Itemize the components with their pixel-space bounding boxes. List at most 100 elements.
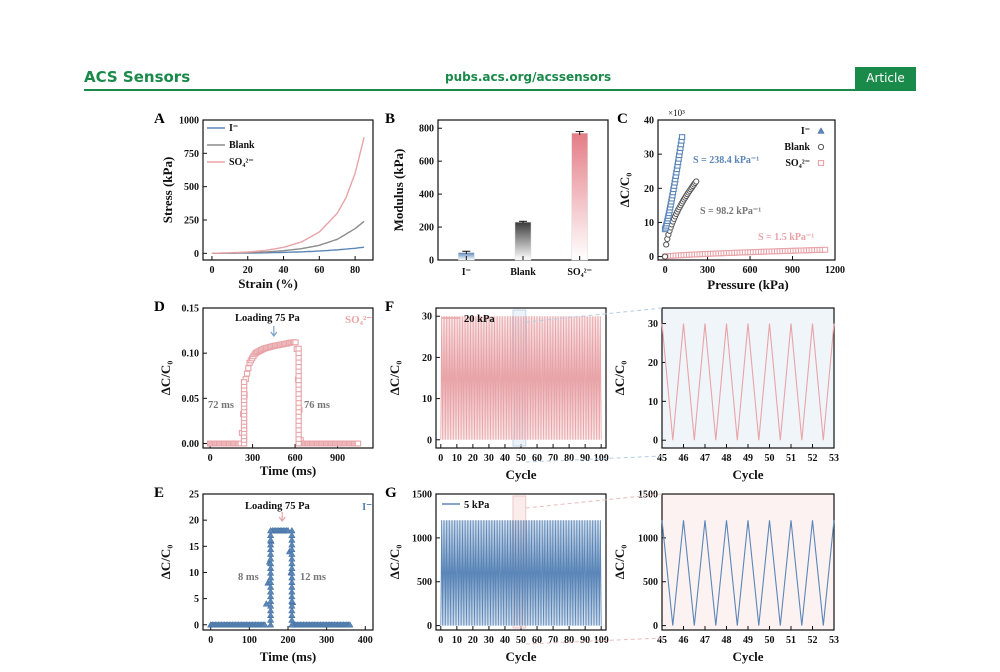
loading-label: Loading 75 Pa [235, 313, 301, 324]
fall-time-label: 76 ms [304, 400, 330, 411]
y-tick-label: 500 [184, 182, 199, 193]
y-tick-label: 1500 [412, 490, 432, 501]
x-axis-label: Pressure (kPa) [707, 277, 788, 292]
sulfate-point [821, 246, 829, 253]
y-tick-label: 0 [429, 256, 434, 267]
y-tick-label: 5 [194, 594, 199, 605]
x-tick-label: 46 [679, 635, 689, 646]
x-tick-label: 10 [452, 635, 462, 646]
legend-marker-iodide [817, 127, 825, 134]
data-point [288, 564, 296, 571]
y-tick-label: 1000 [179, 116, 199, 127]
rise-time-label: 8 ms [238, 572, 259, 583]
rise-time-label: 72 ms [208, 400, 234, 411]
series-line-2 [211, 137, 365, 255]
x-tick-label: 20 [468, 635, 478, 646]
legend-label: Blank [784, 142, 810, 153]
journal-name[interactable]: ACS Sensors [84, 68, 191, 86]
y-axis-label: ΔC/C₀ [158, 361, 173, 396]
sensitivity-blank: S = 98.2 kPa⁻¹ [700, 206, 761, 217]
x-axis-label: Strain (%) [238, 276, 298, 291]
x-tick-label: 40 [279, 265, 289, 276]
y-tick-label: 20 [422, 353, 432, 364]
x-tick-label: 90 [580, 453, 590, 464]
data-point [266, 602, 275, 609]
axis-frame [657, 119, 836, 261]
data-point [266, 526, 275, 534]
plot-background [662, 494, 834, 630]
data-point [266, 588, 275, 595]
data-point [288, 526, 296, 534]
x-axis-label: Time (ms) [260, 463, 316, 478]
x-tick-label: 20 [243, 265, 253, 276]
data-point [292, 339, 299, 346]
data-point [288, 550, 296, 557]
x-tick-label: 70 [548, 635, 558, 646]
legend-label: SO₄²⁻ [785, 158, 810, 169]
x-tick-label: 52 [808, 635, 818, 646]
legend-label: 20 kPa [464, 314, 495, 325]
x-tick-label: 53 [829, 635, 839, 646]
x-tick-label: 60 [314, 265, 324, 276]
data-point [266, 550, 275, 557]
x-tick-label: 900 [330, 453, 345, 464]
data-point [288, 573, 296, 581]
y-tick-label: 40 [644, 116, 654, 127]
data-point [266, 583, 275, 590]
x-tick-label: 200 [281, 635, 296, 646]
data-point [288, 606, 296, 614]
data-point [245, 365, 252, 372]
data-point [266, 616, 275, 623]
blank-point [661, 253, 669, 260]
zoom-connector [525, 637, 663, 645]
legend-marker-sulfate [817, 160, 825, 166]
bar-2 [571, 132, 588, 261]
legend-label: SO₄²⁻ [229, 157, 254, 168]
loading-arrow [270, 326, 278, 337]
y-tick-label: 10 [644, 218, 654, 229]
y-tick-label: 750 [184, 149, 199, 160]
y-scale-label: ×10³ [668, 108, 685, 118]
x-axis-label: Cycle [732, 467, 763, 482]
x-tick-label: 51 [786, 635, 796, 646]
panel-label-f: F [385, 299, 394, 315]
x-tick-label: 53 [829, 453, 839, 464]
journal-url[interactable]: pubs.acs.org/acssensors [445, 70, 612, 84]
data-point [261, 621, 269, 628]
x-tick-label: 60 [532, 635, 542, 646]
header-rule [84, 89, 916, 91]
x-tick-label: 30 [484, 453, 494, 464]
blank-point [693, 178, 700, 185]
x-tick-label: 100 [242, 635, 257, 646]
x-tick-label: 51 [786, 453, 796, 464]
y-axis-label: ΔC/C₀ [387, 545, 402, 580]
x-tick-label: 30 [484, 635, 494, 646]
x-tick-label: 40 [500, 453, 510, 464]
data-point [288, 545, 296, 553]
y-axis-label: Stress (kPa) [160, 157, 175, 224]
page-header: ACS Sensors pubs.acs.org/acssensors Arti… [0, 64, 1000, 94]
x-tick-label: 0 [663, 265, 668, 276]
data-point [354, 440, 362, 447]
blank-point [663, 241, 670, 248]
data-point [288, 597, 296, 604]
x-tick-label: 50 [765, 453, 775, 464]
x-tick-label: 400 [358, 635, 373, 646]
y-tick-label: 1000 [638, 533, 658, 544]
y-tick-label: 0 [653, 621, 658, 632]
x-tick-label: 0 [209, 265, 214, 276]
zoom-signal [661, 323, 835, 441]
cycle-signal [440, 520, 602, 626]
y-tick-label: 20 [189, 516, 199, 527]
panel-label-e: E [154, 485, 164, 501]
data-point [288, 569, 296, 576]
data-point [288, 588, 296, 595]
series-line-1 [211, 220, 365, 255]
y-tick-label: 0.10 [182, 349, 200, 360]
data-point [266, 621, 275, 628]
x-tick-label: 100 [594, 635, 609, 646]
zoom-signal [661, 520, 835, 626]
data-point [288, 559, 296, 567]
legend-label: 5 kPa [464, 500, 490, 511]
data-point [288, 536, 296, 543]
